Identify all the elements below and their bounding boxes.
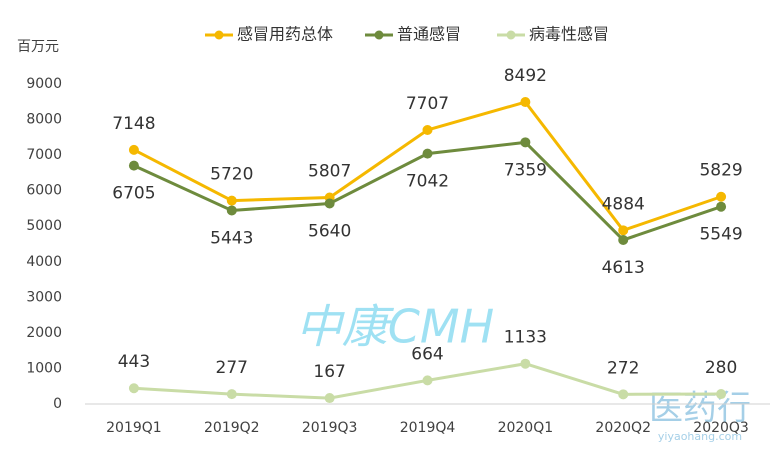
legend-label: 病毒性感冒 xyxy=(529,25,609,44)
data-label: 5720 xyxy=(210,165,253,185)
data-point xyxy=(226,195,237,206)
data-label: 7707 xyxy=(406,94,449,114)
data-point xyxy=(128,160,139,171)
y-tick-label: 6000 xyxy=(26,183,62,199)
y-tick-label: 4000 xyxy=(26,254,62,270)
data-point xyxy=(324,198,335,209)
data-label: 5549 xyxy=(699,225,742,245)
y-tick-label: 9000 xyxy=(26,76,62,92)
data-point xyxy=(422,148,433,159)
data-point xyxy=(716,389,727,400)
data-label: 443 xyxy=(118,352,150,372)
data-label: 4884 xyxy=(602,194,645,214)
legend-label: 感冒用药总体 xyxy=(237,25,333,44)
x-tick-label: 2020Q3 xyxy=(693,420,749,436)
y-tick-label: 8000 xyxy=(26,112,62,128)
data-label: 4613 xyxy=(602,258,645,278)
y-tick-label: 7000 xyxy=(26,147,62,163)
data-label: 277 xyxy=(216,358,248,378)
data-label: 664 xyxy=(411,344,443,364)
data-label: 8492 xyxy=(504,66,547,86)
data-label: 167 xyxy=(313,362,345,382)
x-tick-label: 2019Q1 xyxy=(106,420,162,436)
data-label: 5443 xyxy=(210,228,253,248)
data-point xyxy=(520,358,531,369)
data-point xyxy=(324,393,335,404)
watermark: 中康CMH xyxy=(296,300,494,354)
data-label: 6705 xyxy=(112,184,155,204)
y-tick-label: 2000 xyxy=(26,325,62,341)
data-label: 7042 xyxy=(406,172,449,192)
x-tick-label: 2019Q3 xyxy=(302,420,358,436)
data-point xyxy=(422,124,433,135)
data-label: 5829 xyxy=(699,161,742,181)
y-tick-label: 5000 xyxy=(26,218,62,234)
data-point xyxy=(716,201,727,212)
x-tick-label: 2020Q1 xyxy=(498,420,554,436)
x-tick-label: 2020Q2 xyxy=(595,420,651,436)
data-point xyxy=(226,389,237,400)
y-axis-label: 百万元 xyxy=(17,39,59,55)
x-tick-label: 2019Q4 xyxy=(400,420,456,436)
x-tick-label: 2019Q2 xyxy=(204,420,260,436)
legend-marker xyxy=(374,30,384,40)
data-point xyxy=(618,234,629,245)
data-point xyxy=(422,375,433,386)
data-label: 1133 xyxy=(504,328,547,348)
y-tick-label: 3000 xyxy=(26,289,62,305)
data-label: 7359 xyxy=(504,160,547,180)
data-point xyxy=(716,191,727,202)
data-point xyxy=(128,383,139,394)
data-point xyxy=(520,137,531,148)
data-point xyxy=(226,205,237,216)
y-tick-label: 0 xyxy=(53,396,62,412)
data-label: 272 xyxy=(607,358,639,378)
y-tick-label: 1000 xyxy=(26,360,62,376)
data-point xyxy=(618,225,629,236)
legend-marker xyxy=(214,30,224,40)
data-point xyxy=(618,389,629,400)
legend-marker xyxy=(506,30,516,40)
data-label: 7148 xyxy=(112,114,155,134)
legend-label: 普通感冒 xyxy=(397,25,461,44)
data-point xyxy=(520,97,531,108)
data-label: 280 xyxy=(705,358,737,378)
data-label: 5807 xyxy=(308,162,351,182)
data-label: 5640 xyxy=(308,221,351,241)
watermark: yiyaohang.com xyxy=(658,430,742,443)
data-point xyxy=(128,144,139,155)
